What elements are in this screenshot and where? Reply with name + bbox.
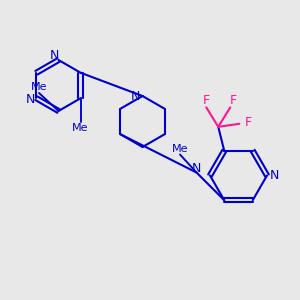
Text: N: N	[49, 49, 59, 62]
Text: Me: Me	[172, 143, 188, 154]
Text: N: N	[26, 93, 35, 106]
Text: F: F	[245, 116, 252, 129]
Text: N: N	[270, 169, 279, 182]
Text: Me: Me	[72, 123, 89, 133]
Text: N: N	[130, 89, 140, 103]
Text: F: F	[203, 94, 210, 107]
Text: N: N	[192, 161, 201, 175]
Text: Me: Me	[31, 82, 47, 92]
Text: F: F	[230, 94, 237, 107]
